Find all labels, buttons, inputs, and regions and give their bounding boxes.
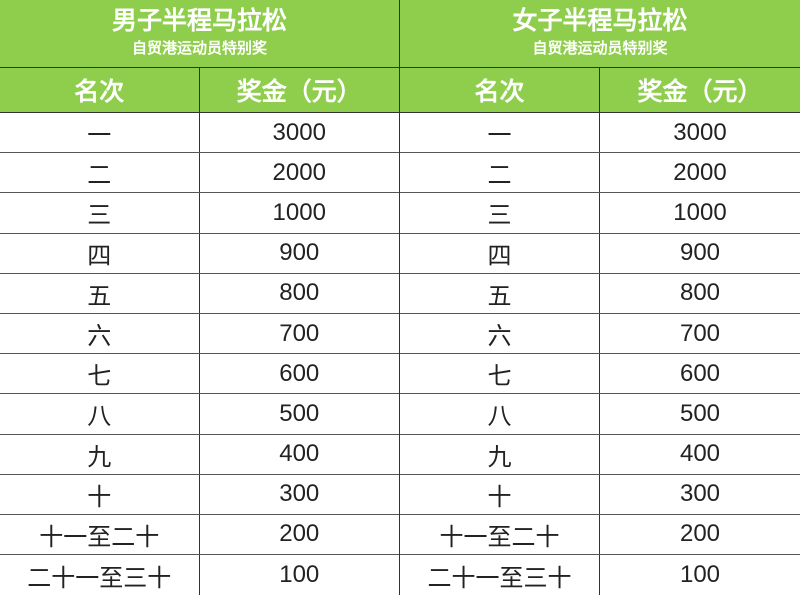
table-row: 六 700 [400, 313, 800, 355]
table-row: 二十一至三十 100 [0, 555, 399, 595]
prize-cell: 3000 [272, 118, 326, 146]
table-row: 四 900 [400, 233, 800, 274]
table-title: 女子半程马拉松 [512, 6, 688, 35]
rank-cell: 十一至二十 [0, 514, 200, 555]
table-row: 二十一至三十 100 [400, 555, 800, 595]
column-header-rank: 名次 [400, 68, 600, 112]
table-row: 一 3000 [400, 113, 800, 154]
table-row: 七 600 [400, 354, 800, 395]
prize-cell: 2000 [272, 158, 326, 186]
column-header-rank: 名次 [0, 68, 200, 112]
rank-cell: 三 [0, 193, 200, 233]
table-row: 四 900 [0, 233, 399, 274]
rank-cell: 三 [400, 193, 600, 233]
prize-cell: 600 [279, 359, 320, 387]
rank-cell: 六 [0, 313, 200, 354]
table-subtitle: 自贸港运动员特别奖 [532, 39, 668, 57]
table-row: 二 2000 [0, 153, 399, 194]
prize-cell: 400 [279, 440, 320, 468]
prize-cell: 500 [679, 399, 721, 427]
prize-cell: 100 [679, 561, 721, 589]
prize-cell: 400 [679, 440, 721, 468]
rank-cell: 五 [400, 273, 600, 313]
rank-cell: 六 [400, 313, 600, 354]
prize-cell: 700 [679, 319, 721, 347]
rank-cell: 四 [400, 233, 600, 273]
rank-cell: 八 [0, 394, 200, 434]
table-row: 九 400 [0, 434, 399, 475]
table-row: 五 800 [400, 273, 800, 314]
table-row: 八 500 [400, 394, 800, 435]
table-row: 七 600 [0, 354, 399, 395]
prize-cell: 300 [679, 480, 721, 508]
rank-cell: 四 [0, 233, 200, 273]
table-title: 男子半程马拉松 [111, 6, 287, 35]
table-row: 十 300 [400, 474, 800, 515]
prize-cell: 500 [279, 399, 320, 427]
prize-cell: 200 [279, 520, 320, 548]
rank-cell: 九 [0, 434, 200, 474]
rank-cell: 七 [400, 354, 600, 394]
column-header-prize: 奖金（元） [236, 77, 362, 106]
prize-cell: 600 [679, 359, 721, 387]
table-row: 十 300 [0, 474, 399, 515]
rank-cell: 七 [0, 354, 200, 394]
table-row: 一 3000 [0, 113, 399, 154]
table-row: 十一至二十 200 [400, 514, 800, 556]
column-header-prize: 奖金（元） [637, 77, 763, 106]
table-row: 三 1000 [0, 193, 399, 234]
table-row: 五 800 [0, 273, 399, 314]
rank-cell: 五 [0, 273, 200, 313]
table-row: 九 400 [400, 434, 800, 475]
prize-cell: 1000 [272, 198, 326, 226]
table-row: 十一至二十 200 [0, 514, 399, 556]
rank-cell: 十 [400, 474, 600, 514]
prize-cell: 200 [679, 520, 721, 548]
prize-cell: 800 [679, 279, 721, 307]
rank-cell: 一 [400, 113, 600, 153]
prize-cell: 900 [279, 239, 320, 267]
rank-cell: 二十一至三十 [0, 555, 200, 595]
prize-cell: 700 [279, 319, 320, 347]
rank-cell: 八 [400, 394, 600, 434]
rank-cell: 二十一至三十 [400, 555, 600, 595]
prize-cell: 2000 [673, 158, 727, 186]
rank-cell: 十一至二十 [400, 514, 600, 555]
header-row: 名次 奖金（元） [0, 68, 399, 113]
table-title-block: 女子半程马拉松 自贸港运动员特别奖 [400, 0, 800, 68]
rank-cell: 十 [0, 474, 200, 514]
prize-cell: 300 [279, 480, 320, 508]
table-title-block: 男子半程马拉松 自贸港运动员特别奖 [0, 0, 399, 68]
rank-cell: 二 [0, 153, 200, 193]
table-row: 八 500 [0, 394, 399, 435]
prize-cell: 3000 [673, 118, 727, 146]
table-row: 六 700 [0, 313, 399, 355]
header-row: 名次 奖金（元） [400, 68, 800, 113]
prize-cell: 900 [679, 239, 721, 267]
rank-cell: 九 [400, 434, 600, 474]
rank-cell: 二 [400, 153, 600, 193]
prize-cell: 1000 [673, 198, 727, 226]
table-row: 二 2000 [400, 153, 800, 194]
prize-cell: 800 [279, 279, 320, 307]
men-half-marathon-table: 男子半程马拉松 自贸港运动员特别奖 名次 奖金（元） 一 3000 二 2000… [0, 0, 400, 595]
table-subtitle: 自贸港运动员特别奖 [131, 39, 267, 57]
women-half-marathon-table: 女子半程马拉松 自贸港运动员特别奖 名次 奖金（元） 一 3000 二 2000… [400, 0, 800, 595]
prize-cell: 100 [279, 561, 320, 589]
rank-cell: 一 [0, 113, 200, 153]
table-row: 三 1000 [400, 193, 800, 234]
